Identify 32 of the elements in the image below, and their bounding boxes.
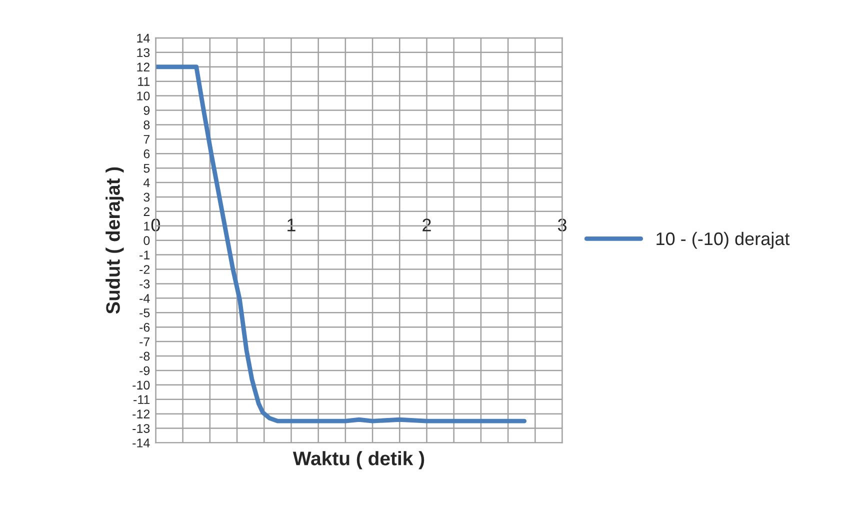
y-tick-label: -12	[132, 410, 150, 418]
legend-label: 10 - (-10) derajat	[656, 232, 790, 249]
y-tick-label: -3	[140, 280, 150, 288]
y-tick-label: 14	[137, 34, 150, 42]
y-tick-label: -8	[140, 352, 150, 361]
x-tick-label: 2	[422, 218, 431, 232]
y-tick-label: 6	[144, 149, 150, 158]
y-tick-label: -6	[140, 322, 150, 332]
y-tick-label: -10	[132, 380, 150, 390]
y-tick-label: 7	[144, 135, 150, 144]
y-tick-label: -9	[140, 366, 150, 376]
y-axis-title: Sudut ( derajat )	[106, 167, 124, 314]
y-tick-label: 12	[137, 62, 150, 72]
y-tick-label: 4	[143, 178, 150, 188]
y-tick-label: -7	[140, 337, 150, 346]
y-tick-label: 13	[137, 48, 150, 58]
y-tick-label: -11	[134, 395, 150, 404]
y-tick-label: 3	[144, 192, 150, 202]
y-tick-label: 2	[144, 207, 150, 216]
y-tick-label: -5	[140, 308, 150, 318]
y-tick-label: -14	[132, 438, 150, 448]
y-tick-label: -1	[140, 250, 150, 260]
y-tick-label: 5	[144, 164, 150, 173]
y-tick-label: 8	[144, 120, 150, 130]
y-tick-label: 11	[138, 77, 150, 86]
y-tick-label: -13	[132, 424, 150, 433]
y-tick-label: -2	[140, 265, 150, 274]
y-tick-label: 9	[144, 106, 150, 115]
y-tick-label: 0	[144, 236, 150, 245]
y-tick-label: -4	[140, 294, 150, 303]
y-tick-label: 10	[137, 92, 150, 100]
x-axis-title: Waktu ( detik )	[292, 451, 424, 470]
